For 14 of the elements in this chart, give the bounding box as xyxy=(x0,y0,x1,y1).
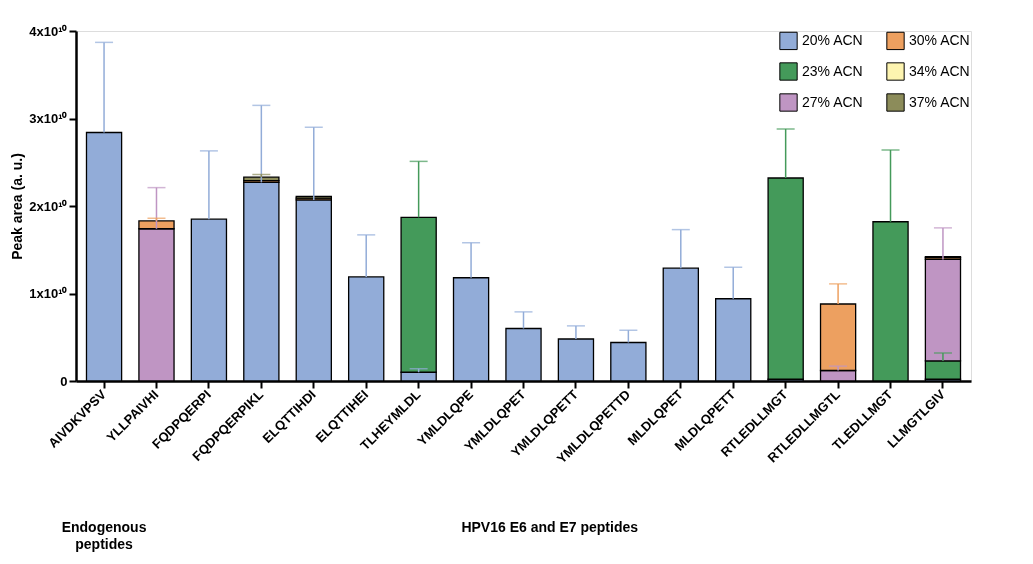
legend-label: 30% ACN xyxy=(909,31,970,48)
legend-label: 37% ACN xyxy=(909,93,970,110)
y-tick-label: 1x10¹⁰ xyxy=(29,286,68,301)
text: HPV16 E6 and E7 peptides xyxy=(461,519,639,535)
y-axis-title: Peak area (a. u.) xyxy=(9,153,26,260)
y-tick-label: 4x10¹⁰ xyxy=(29,23,68,39)
y-tick-label: 2x10¹⁰ xyxy=(29,198,68,214)
y-tick-label: 3x10¹⁰ xyxy=(29,111,68,126)
legend-label: 27% ACN xyxy=(802,93,863,110)
legend-label: 20% ACN xyxy=(802,31,863,48)
y-tick-label: 0 xyxy=(60,373,68,389)
text: Endogenous peptides xyxy=(61,519,147,552)
legend-label: 23% ACN xyxy=(802,62,863,79)
legend-label: 34% ACN xyxy=(909,62,970,79)
